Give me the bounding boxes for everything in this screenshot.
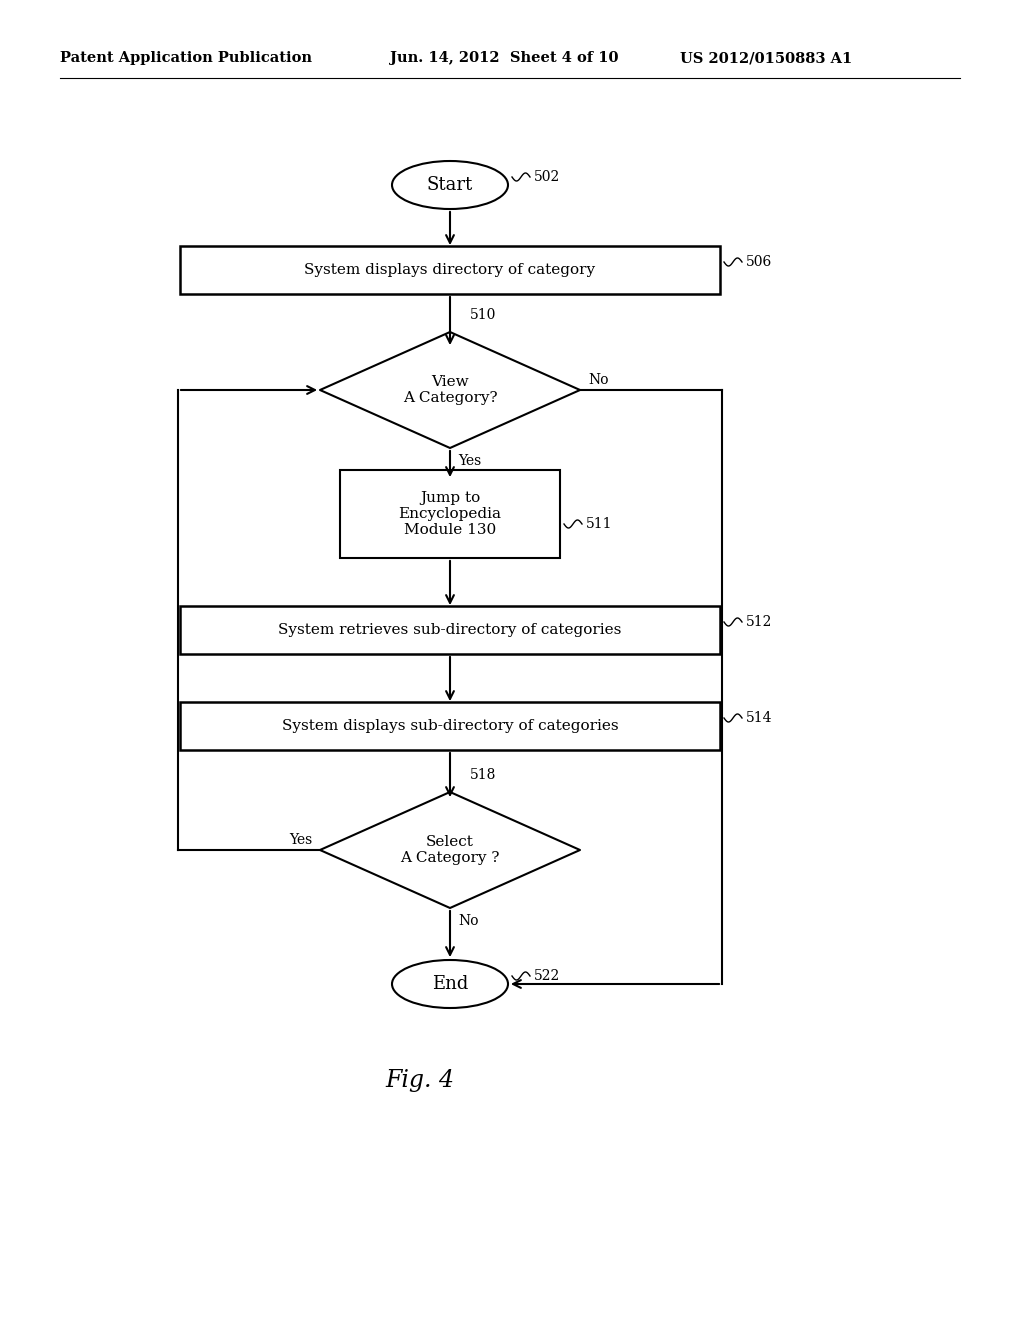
Text: End: End xyxy=(432,975,468,993)
Text: 506: 506 xyxy=(746,255,772,269)
Text: 522: 522 xyxy=(534,969,560,983)
Text: 502: 502 xyxy=(534,170,560,183)
Text: Jun. 14, 2012  Sheet 4 of 10: Jun. 14, 2012 Sheet 4 of 10 xyxy=(390,51,618,65)
Text: Start: Start xyxy=(427,176,473,194)
Text: 514: 514 xyxy=(746,711,772,725)
Text: System displays sub-directory of categories: System displays sub-directory of categor… xyxy=(282,719,618,733)
Text: System retrieves sub-directory of categories: System retrieves sub-directory of catego… xyxy=(279,623,622,638)
Text: Yes: Yes xyxy=(458,454,481,469)
Text: Select
A Category ?: Select A Category ? xyxy=(400,836,500,865)
Bar xyxy=(180,606,720,653)
Text: 511: 511 xyxy=(586,517,612,531)
Bar xyxy=(180,246,720,294)
Text: 510: 510 xyxy=(470,308,497,322)
Text: No: No xyxy=(588,374,608,387)
Text: Jump to
Encyclopedia
Module 130: Jump to Encyclopedia Module 130 xyxy=(398,491,502,537)
Text: 518: 518 xyxy=(470,768,497,781)
Text: Fig. 4: Fig. 4 xyxy=(385,1068,455,1092)
Text: No: No xyxy=(458,913,478,928)
Text: View
A Category?: View A Category? xyxy=(402,375,498,405)
Text: 512: 512 xyxy=(746,615,772,630)
Bar xyxy=(180,702,720,750)
Text: Yes: Yes xyxy=(289,833,312,847)
Bar xyxy=(340,470,560,558)
Text: System displays directory of category: System displays directory of category xyxy=(304,263,596,277)
Text: Patent Application Publication: Patent Application Publication xyxy=(60,51,312,65)
Text: US 2012/0150883 A1: US 2012/0150883 A1 xyxy=(680,51,852,65)
